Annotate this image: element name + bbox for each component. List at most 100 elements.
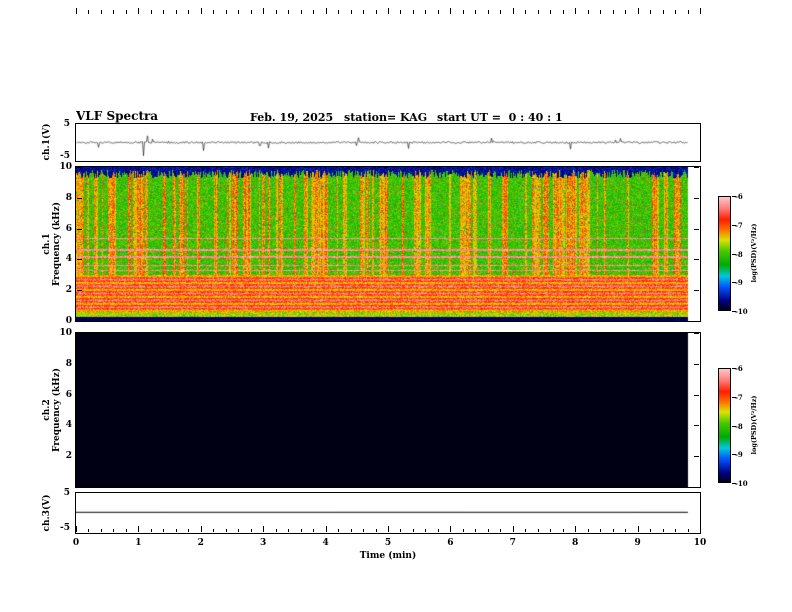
y-tick-mark <box>694 197 699 199</box>
x-tick-label: 3 <box>260 538 267 548</box>
top-axis-tick-mark <box>388 8 389 14</box>
ch1-voltage-axis-label: ch.1(V) <box>42 124 52 161</box>
x-minor-tick-mark <box>250 529 252 532</box>
top-axis-tick-mark <box>363 10 365 14</box>
x-minor-tick-mark <box>650 529 652 532</box>
y-tick-mark <box>694 321 699 322</box>
colorbar-tick-mark <box>732 368 736 369</box>
x-minor-tick-mark <box>525 529 527 532</box>
top-axis-tick-mark <box>675 10 677 14</box>
ch1-spectrogram-panel <box>75 166 701 322</box>
top-axis-tick-mark <box>650 10 652 14</box>
ch1-frequency-axis-label: ch.1 Frequency (kHz) <box>42 202 62 286</box>
x-tick-label: 10 <box>693 538 707 548</box>
colorbar-tick-mark <box>732 483 736 484</box>
figure-title: VLF Spectra <box>76 109 159 123</box>
top-axis-tick-mark <box>600 10 602 14</box>
y-tick-mark <box>694 363 699 365</box>
colorbar-axis-label: log(PSD)(V²/Hz) <box>750 223 758 283</box>
x-minor-tick-mark <box>375 529 377 532</box>
colorbar <box>718 368 731 483</box>
top-axis-tick-mark <box>300 10 302 14</box>
x-minor-tick-mark <box>225 529 227 532</box>
x-tick-label: 5 <box>384 538 392 548</box>
x-tick-mark <box>325 526 327 532</box>
colorbar-tick-label: -7 <box>735 220 743 230</box>
top-axis-tick-mark <box>225 10 227 14</box>
colorbar-tick-label: -10 <box>735 479 748 488</box>
top-axis-tick-mark <box>537 10 539 14</box>
colorbar-tick-label: -6 <box>735 364 743 373</box>
colorbar-tick-label: -10 <box>735 307 748 316</box>
x-minor-tick-mark <box>437 529 439 532</box>
y-tick-mark <box>77 456 82 458</box>
top-axis-tick-mark <box>338 10 340 14</box>
top-axis-tick-mark <box>275 10 277 14</box>
x-minor-tick-mark <box>537 529 539 532</box>
top-axis-tick-mark <box>575 8 577 14</box>
top-axis-tick-mark <box>425 10 427 14</box>
colorbar-tick-label: -8 <box>735 421 743 431</box>
x-minor-tick-mark <box>288 529 290 532</box>
x-minor-tick-mark <box>675 529 677 532</box>
ch2-frequency-text: Frequency (kHz) <box>52 367 62 453</box>
colorbar-tick-mark <box>732 396 736 398</box>
x-tick-mark <box>575 526 577 532</box>
top-axis-tick-mark <box>250 10 252 14</box>
ch3-voltage-waveform-panel <box>75 492 701 534</box>
colorbar-axis-label: log(PSD)(V²/Hz) <box>750 395 758 455</box>
x-minor-tick-mark <box>150 529 152 532</box>
ch2-spec-ytick-label: 4 <box>65 420 72 431</box>
x-minor-tick-mark <box>687 529 689 532</box>
start-ut-label: start UT = 0 : 40 : 1 <box>437 111 563 124</box>
x-minor-tick-mark <box>475 529 477 532</box>
y-tick-mark <box>77 363 82 365</box>
colorbar-tick-mark <box>732 425 736 427</box>
x-tick-label: 8 <box>572 538 579 548</box>
x-minor-tick-mark <box>350 529 352 532</box>
top-axis-tick-mark <box>288 10 290 14</box>
x-tick-mark <box>512 526 514 532</box>
x-minor-tick-mark <box>487 529 489 532</box>
y-tick-mark <box>77 425 82 427</box>
top-axis-tick-mark <box>125 10 127 14</box>
top-axis-tick-mark <box>662 10 664 14</box>
x-minor-tick-mark <box>363 529 365 532</box>
top-axis-tick-mark <box>313 10 315 14</box>
top-axis-tick-mark <box>76 8 77 14</box>
x-minor-tick-mark <box>625 529 627 532</box>
top-axis-tick-mark <box>175 10 177 14</box>
colorbar <box>718 196 731 311</box>
x-tick-label: 7 <box>509 538 516 548</box>
top-axis-tick-mark <box>100 10 102 14</box>
top-axis-tick-mark <box>350 10 352 14</box>
x-axis-title: Time (min) <box>359 551 417 561</box>
x-minor-tick-mark <box>550 529 552 532</box>
top-axis-tick-mark <box>450 8 452 14</box>
y-tick-mark <box>694 259 699 261</box>
x-minor-tick-mark <box>238 529 240 532</box>
x-minor-tick-mark <box>163 529 165 532</box>
ch1v-axis-text: ch.1(V) <box>42 123 52 161</box>
date-label: Feb. 19, 2025 <box>250 111 334 124</box>
x-tick-label: 0 <box>72 538 80 548</box>
ch1-spec-ytick-label: 6 <box>65 223 72 234</box>
colorbar-tick-mark <box>732 454 736 456</box>
colorbar-tick-mark <box>732 282 736 284</box>
top-axis-tick-mark <box>550 10 552 14</box>
top-axis-tick-mark <box>625 10 627 14</box>
x-minor-tick-mark <box>175 529 177 532</box>
colorbar-tick-label: -7 <box>735 392 743 402</box>
x-minor-tick-mark <box>213 529 215 532</box>
ch3v-ymin-label: -5 <box>60 523 70 533</box>
x-minor-tick-mark <box>400 529 402 532</box>
x-tick-mark <box>637 526 639 532</box>
y-tick-mark <box>77 333 82 334</box>
top-axis-tick-mark <box>462 10 464 14</box>
top-axis-tick-mark <box>512 8 514 14</box>
top-axis-tick-mark <box>700 8 701 14</box>
colorbar-tick-mark <box>732 311 736 312</box>
top-axis-tick-mark <box>163 10 165 14</box>
x-minor-tick-mark <box>125 529 127 532</box>
y-tick-mark <box>694 228 699 230</box>
